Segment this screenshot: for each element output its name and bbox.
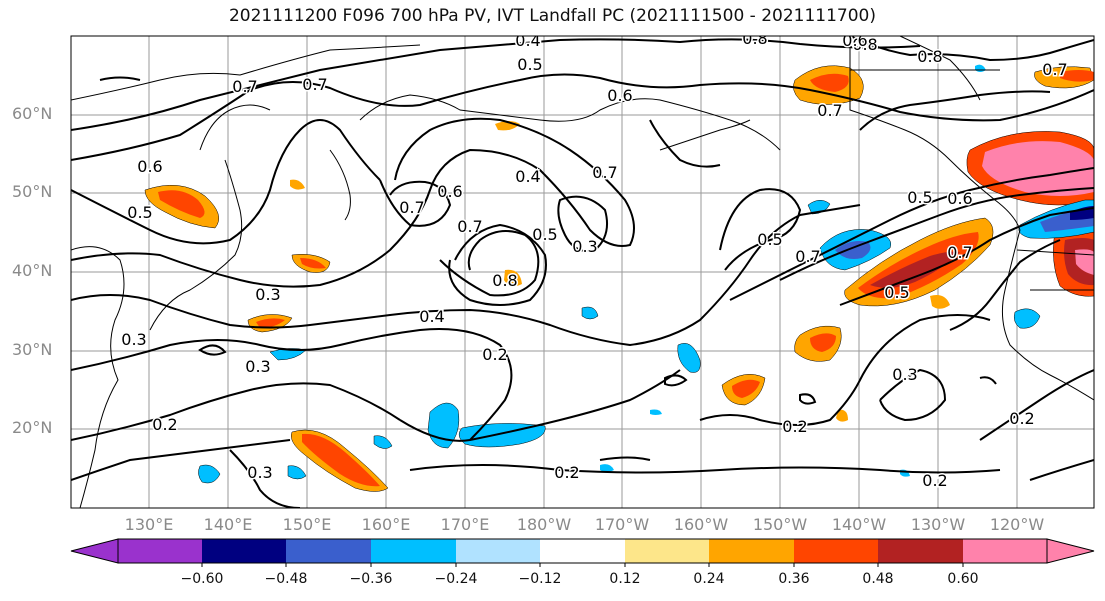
contour-label: 0.8: [852, 35, 877, 54]
contour-label: 0.8: [737, 0, 762, 18]
contour-label: 0.2: [152, 415, 177, 434]
contour-label: 0.7: [592, 163, 617, 182]
colorbar-tick-label: −0.36: [349, 571, 393, 587]
lon-label: 170°W: [594, 515, 650, 534]
lon-label: 140°E: [203, 515, 253, 534]
lon-label: 140°W: [831, 515, 887, 534]
lat-label: 60°N: [12, 104, 53, 123]
contour-label: 0.6: [842, 31, 867, 50]
coastlines: [71, 36, 1094, 508]
contour-label: 0.3: [255, 285, 280, 304]
lon-label: 150°E: [282, 515, 332, 534]
ivt-shading: [144, 64, 1094, 492]
lon-label: 120°W: [989, 515, 1045, 534]
colorbar-tick-label: −0.60: [180, 571, 224, 587]
colorbar-tick-label: 0.12: [609, 571, 641, 587]
contour-label: 0.7: [795, 247, 820, 266]
pv-contours: [71, 36, 1094, 508]
lon-label: 150°W: [752, 515, 808, 534]
lon-label: 170°E: [440, 515, 490, 534]
colorbar-tick-label: −0.24: [434, 571, 478, 587]
contour-label: 0.2: [782, 417, 807, 436]
lon-label: 160°E: [361, 515, 411, 534]
lat-label: 50°N: [12, 182, 53, 201]
contour-labels: 0.4 0.8 0.7 0.5 0.7 0.8 0.6 0.8 0.7 0.6 …: [120, 0, 1069, 492]
contour-label: 0.3: [892, 365, 917, 384]
contour-label: 0.2: [554, 463, 579, 482]
lat-label: 40°N: [12, 261, 53, 280]
lat-label: 30°N: [12, 340, 53, 359]
lon-label: 130°W: [910, 515, 966, 534]
lon-label: 130°E: [124, 515, 174, 534]
contour-label: 0.7: [1042, 60, 1067, 79]
colorbar-tick-label: 0.24: [693, 571, 725, 587]
contour-label: 0.3: [245, 357, 270, 376]
colorbar-tick-label: 0.36: [778, 571, 810, 587]
contour-label: 0.6: [607, 86, 632, 105]
colorbar-tick-label: 0.48: [862, 571, 894, 587]
contour-label: 0.3: [247, 463, 272, 482]
contour-label: 0.2: [922, 471, 947, 490]
colorbar-tick-label: −0.48: [264, 571, 308, 587]
contour-label: 0.7: [947, 243, 972, 262]
contour-label: 0.2: [1009, 409, 1034, 428]
lon-label: 180°W: [516, 515, 572, 534]
contour-label: 0.7: [302, 75, 327, 94]
contour-label: 0.6: [437, 182, 462, 201]
contour-label: 0.8: [742, 29, 767, 48]
lon-label: 160°W: [673, 515, 729, 534]
contour-label: 0.2: [482, 345, 507, 364]
contour-label: 0.7: [232, 77, 257, 96]
contour-label: 0.5: [757, 230, 782, 249]
contour-label: 0.5: [532, 225, 557, 244]
contour-label: 0.5: [127, 203, 152, 222]
contour-label: 0.8: [492, 271, 517, 290]
contour-label: 0.7: [399, 198, 424, 217]
contour-label: 0.7: [457, 217, 482, 236]
colorbar-tick-label: 0.60: [947, 571, 979, 587]
contour-label: 0.4: [515, 167, 540, 186]
map-frame: [70, 35, 1095, 509]
lat-label: 20°N: [12, 418, 53, 437]
contour-label: 0.4: [419, 307, 444, 326]
contour-label: 0.6: [137, 157, 162, 176]
contour-label: 0.8: [917, 47, 942, 66]
contour-label: 0.5: [884, 283, 909, 302]
contour-label: 0.4: [515, 31, 540, 50]
colorbar-tick-label: −0.12: [518, 571, 562, 587]
map-title: 2021111200 F096 700 hPa PV, IVT Landfall…: [228, 6, 876, 26]
contour-label: 0.5: [517, 55, 542, 74]
contour-label: 0.3: [572, 237, 597, 256]
contour-label: 0.6: [947, 189, 972, 208]
contour-label: 0.7: [817, 101, 842, 120]
contour-label: 0.3: [121, 330, 146, 349]
contour-label: 0.5: [907, 188, 932, 207]
